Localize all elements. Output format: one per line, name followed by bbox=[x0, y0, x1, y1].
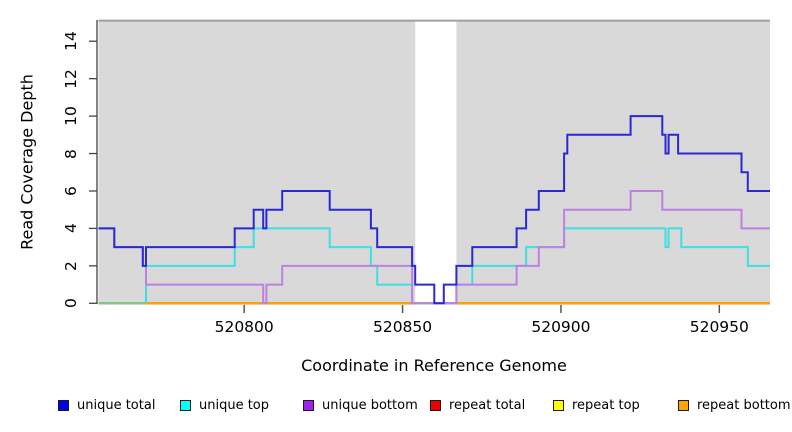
legend-swatch-repeat-bottom bbox=[678, 399, 689, 411]
y-tick-label: 10 bbox=[62, 106, 80, 126]
legend-swatch-repeat-total bbox=[430, 399, 441, 411]
legend-swatch-unique-top bbox=[180, 399, 191, 411]
y-tick-label: 14 bbox=[62, 31, 80, 52]
y-tick-label: 6 bbox=[62, 186, 80, 196]
x-axis-label: Coordinate in Reference Genome bbox=[301, 356, 567, 375]
legend-item-unique-top: unique top bbox=[180, 397, 270, 413]
legend-item-repeat-bottom: repeat bottom bbox=[678, 397, 791, 413]
legend-swatch-repeat-top bbox=[553, 399, 564, 411]
x-tick-label: 520850 bbox=[372, 318, 433, 336]
legend-label: repeat total bbox=[449, 397, 526, 413]
legend-swatch-unique-total bbox=[58, 399, 69, 411]
y-tick-label: 4 bbox=[62, 223, 80, 234]
y-tick-label: 2 bbox=[62, 260, 80, 271]
legend-label: unique bottom bbox=[322, 397, 418, 413]
y-tick-label: 0 bbox=[62, 298, 80, 309]
y-tick-label: 12 bbox=[62, 68, 80, 89]
legend-swatch-unique-bottom bbox=[303, 399, 314, 411]
legend-label: repeat bottom bbox=[697, 397, 791, 413]
series-path-unique-total bbox=[98, 115, 770, 305]
legend-label: repeat top bbox=[572, 397, 640, 413]
legend-item-repeat-total: repeat total bbox=[430, 397, 526, 413]
masked-region bbox=[415, 20, 457, 305]
x-tick-label: 520900 bbox=[531, 318, 591, 336]
legend-label: unique top bbox=[199, 397, 270, 413]
x-tick-label: 520800 bbox=[214, 318, 274, 336]
legend-item-unique-total: unique total bbox=[58, 397, 156, 413]
y-tick-label: 8 bbox=[62, 148, 80, 159]
legend-label: unique total bbox=[77, 397, 156, 413]
y-axis-label: Read Coverage Depth bbox=[17, 74, 37, 250]
legend-item-unique-bottom: unique bottom bbox=[303, 397, 418, 413]
legend-item-repeat-top: repeat top bbox=[553, 397, 640, 413]
x-tick-label: 520950 bbox=[689, 318, 749, 336]
